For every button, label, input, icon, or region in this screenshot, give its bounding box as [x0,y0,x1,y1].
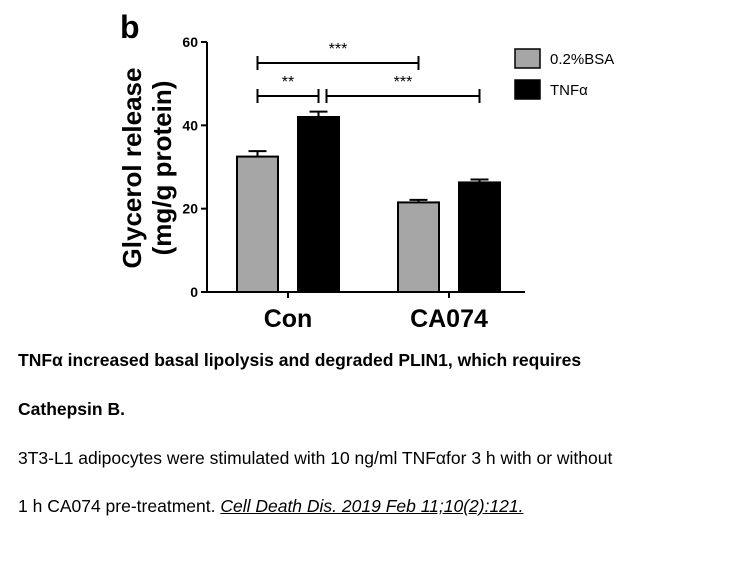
legend: 0.2%BSA TNFα [514,48,614,100]
y-axis-label-line1: Glycerol release [117,68,147,269]
y-tick-label: 20 [182,201,198,217]
caption-description-text: 1 h CA074 pre-treatment. [18,496,221,516]
legend-label: TNFα [550,82,588,99]
legend-swatch [514,48,541,69]
bar [397,201,440,294]
y-axis-label: Glycerol release (mg/g protein) [117,68,177,269]
y-tick-label: 60 [182,34,198,50]
bar-chart: b Glycerol release (mg/g protein) 0 20 40 6… [117,9,614,333]
legend-label: 0.2%BSA [550,51,614,68]
significance-label: *** [329,41,348,58]
caption-title-line1: TNFα increased basal lipolysis and degra… [18,350,582,370]
caption-title-line2: Cathepsin B. [18,399,125,419]
y-tick-label: 0 [190,284,198,300]
legend-swatch [514,79,541,100]
caption-description-line2: 1 h CA074 pre-treatment. Cell Death Dis.… [18,496,524,517]
x-tick-label: CA074 [410,305,488,333]
significance-label: ** [282,74,294,91]
y-tick-label: 40 [182,117,198,133]
panel-label: b [120,9,140,45]
bar [458,181,501,294]
bar [236,155,279,293]
caption-description-line1: 3T3-L1 adipocytes were stimulated with 1… [18,448,613,468]
axes: 0 20 40 60 Con CA074 [182,34,525,333]
y-axis-label-line2: (mg/g protein) [147,81,177,256]
bars [236,110,501,294]
bar [297,116,340,293]
significance-annotations: ***** *** [256,41,481,103]
citation-link[interactable]: Cell Death Dis. 2019 Feb 11;10(2):121. [220,496,524,516]
significance-label: *** [394,74,413,91]
x-tick-label: Con [264,305,313,333]
